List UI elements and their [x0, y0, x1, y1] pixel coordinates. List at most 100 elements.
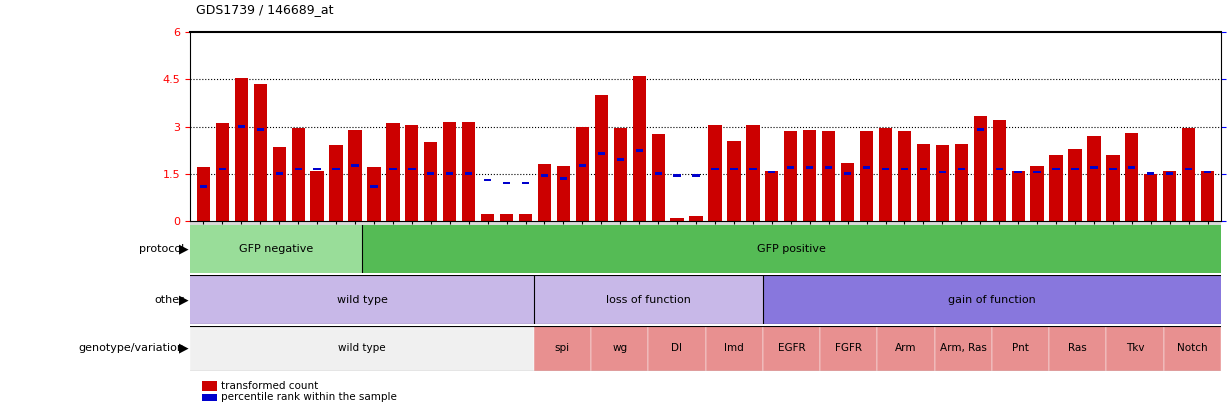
Bar	[920, 168, 928, 171]
Bar	[190, 275, 534, 324]
Bar	[648, 326, 706, 371]
Text: ▶: ▶	[179, 293, 189, 306]
Bar	[1015, 171, 1022, 173]
Bar	[254, 84, 267, 221]
Text: wild type: wild type	[336, 295, 388, 305]
Bar	[825, 166, 832, 169]
Bar	[763, 326, 820, 371]
Bar	[788, 166, 794, 169]
Bar	[1031, 166, 1044, 221]
Bar	[371, 185, 378, 188]
Text: gain of function: gain of function	[948, 295, 1036, 305]
Bar	[692, 174, 699, 177]
Text: wg: wg	[612, 343, 627, 353]
Bar	[541, 174, 548, 177]
Bar	[1163, 326, 1221, 371]
Bar	[882, 168, 890, 171]
Bar	[367, 167, 380, 221]
Text: genotype/variation: genotype/variation	[79, 343, 184, 353]
Text: EGFR: EGFR	[778, 343, 805, 353]
Bar	[993, 120, 1006, 221]
Bar	[939, 171, 946, 173]
Bar	[654, 172, 661, 175]
Text: other: other	[155, 295, 184, 305]
Bar	[387, 124, 400, 221]
Bar	[579, 164, 587, 167]
Bar	[276, 172, 283, 175]
Bar	[1109, 168, 1117, 171]
Bar	[763, 275, 1221, 324]
Bar	[1033, 171, 1040, 173]
Bar	[706, 326, 763, 371]
Bar	[766, 171, 778, 221]
Bar	[409, 168, 416, 171]
Bar	[898, 131, 912, 221]
Bar	[310, 171, 324, 221]
Bar	[614, 128, 627, 221]
Bar	[844, 172, 852, 175]
Bar	[1185, 168, 1193, 171]
Text: Pnt: Pnt	[1012, 343, 1029, 353]
Bar	[447, 172, 454, 175]
Bar	[557, 166, 571, 221]
Bar	[995, 168, 1002, 171]
Bar	[200, 185, 207, 188]
Bar	[234, 78, 248, 221]
Bar	[690, 216, 703, 221]
Bar	[936, 145, 948, 221]
Bar	[256, 128, 264, 131]
Bar	[218, 168, 226, 171]
Bar	[348, 130, 362, 221]
Text: loss of function: loss of function	[606, 295, 691, 305]
Text: Dl: Dl	[671, 343, 682, 353]
Bar	[768, 171, 775, 173]
Bar	[519, 215, 533, 221]
Bar	[877, 326, 935, 371]
Bar	[708, 125, 721, 221]
Bar	[784, 131, 798, 221]
Bar	[1201, 171, 1215, 221]
Bar	[652, 134, 665, 221]
Bar	[313, 168, 320, 171]
Bar	[1091, 166, 1098, 169]
Bar	[1163, 171, 1177, 221]
Bar	[879, 128, 892, 221]
Bar	[591, 326, 648, 371]
Bar	[746, 125, 760, 221]
Bar	[238, 125, 245, 128]
Bar	[863, 166, 870, 169]
Bar	[957, 168, 964, 171]
Text: GFP negative: GFP negative	[239, 244, 313, 254]
Bar	[534, 326, 591, 371]
Bar	[483, 179, 491, 181]
Bar	[1144, 174, 1157, 221]
Bar	[190, 225, 362, 273]
Bar	[389, 168, 396, 171]
Bar	[443, 122, 456, 221]
Bar	[1204, 171, 1211, 173]
Bar	[636, 149, 643, 151]
Text: GDS1739 / 146689_at: GDS1739 / 146689_at	[196, 3, 334, 16]
Text: Imd: Imd	[724, 343, 744, 353]
Bar	[820, 326, 877, 371]
Bar	[351, 164, 358, 167]
Text: transformed count: transformed count	[221, 381, 318, 391]
Bar	[633, 76, 645, 221]
Bar	[503, 182, 510, 184]
Bar	[806, 166, 814, 169]
Bar	[537, 164, 551, 221]
Bar	[750, 168, 757, 171]
Bar	[840, 163, 854, 221]
Text: Arm: Arm	[896, 343, 917, 353]
Bar	[991, 326, 1049, 371]
Bar	[1069, 149, 1082, 221]
Bar	[598, 152, 605, 155]
Bar	[481, 215, 494, 221]
Bar	[216, 124, 229, 221]
Bar	[272, 147, 286, 221]
Bar	[427, 172, 434, 175]
Bar	[362, 225, 1221, 273]
Bar	[1049, 155, 1063, 221]
Text: Arm, Ras: Arm, Ras	[940, 343, 987, 353]
Bar	[1125, 133, 1139, 221]
